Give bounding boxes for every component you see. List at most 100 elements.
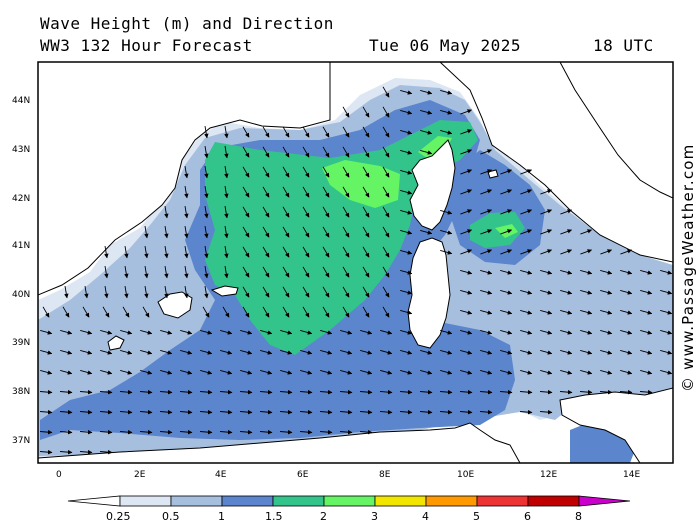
wave-direction-arrow	[282, 246, 290, 258]
longitude-axis: 0 2E 4E 6E 8E 10E 12E 14E	[56, 470, 640, 480]
wave-direction-arrow	[224, 126, 229, 139]
wave-direction-arrow	[362, 166, 370, 178]
wave-direction-arrow	[559, 389, 573, 395]
wave-direction-arrow	[340, 329, 353, 335]
wave-direction-arrow	[500, 209, 513, 215]
wave-direction-arrow	[620, 369, 633, 375]
wave-direction-arrow	[420, 89, 433, 95]
wave-direction-arrow	[60, 329, 73, 335]
lon-label: 12E	[540, 470, 557, 480]
wave-direction-arrow	[282, 226, 290, 238]
wave-direction-arrow	[259, 429, 273, 435]
wave-direction-arrow	[560, 249, 573, 255]
wave-direction-arrow	[380, 369, 393, 375]
wave-direction-arrow	[322, 206, 330, 218]
wave-direction-arrow	[460, 209, 473, 215]
wave-direction-arrow	[199, 409, 213, 415]
wave-direction-arrow	[220, 369, 233, 375]
wave-direction-arrow	[400, 109, 413, 115]
lat-label: 44N	[12, 96, 30, 106]
wave-direction-arrow	[139, 389, 153, 395]
colorbar-label: 8	[575, 510, 582, 523]
wave-direction-arrow	[620, 329, 633, 335]
colorbar-bin	[221, 495, 274, 507]
wave-direction-arrow	[619, 389, 633, 395]
wave-direction-arrow	[239, 429, 253, 435]
wave-direction-arrow	[359, 429, 373, 435]
wave-direction-arrow	[99, 429, 113, 435]
wave-direction-arrow	[262, 306, 270, 318]
wave-direction-arrow	[660, 349, 673, 355]
wave-direction-arrow	[180, 329, 193, 335]
wave-direction-arrow	[400, 249, 413, 255]
wave-direction-arrow	[302, 286, 310, 298]
wave-direction-arrow	[520, 349, 533, 355]
wave-direction-arrow	[200, 369, 213, 375]
wave-direction-arrow	[459, 389, 473, 395]
wave-direction-arrow	[480, 269, 493, 275]
wave-direction-arrow	[360, 369, 373, 375]
wave-direction-arrow	[180, 349, 193, 355]
wave-direction-arrow	[59, 449, 73, 455]
wave-direction-arrow	[262, 186, 270, 198]
wave-direction-arrow	[540, 189, 553, 195]
wave-direction-arrow	[400, 89, 413, 95]
wave-direction-arrow	[242, 206, 250, 218]
wave-direction-arrow	[660, 269, 673, 275]
wave-direction-arrow	[204, 266, 209, 279]
wave-direction-arrow	[322, 186, 330, 198]
wave-direction-arrow	[119, 389, 133, 395]
wave-direction-arrow	[180, 369, 193, 375]
wave-direction-arrow	[580, 309, 593, 315]
elba-island	[487, 169, 499, 179]
wave-band-2-3	[322, 160, 400, 208]
wave-direction-arrow	[460, 369, 473, 375]
wave-direction-arrow	[460, 189, 473, 195]
wave-direction-arrow	[520, 309, 533, 315]
wave-direction-arrow	[282, 186, 290, 198]
wave-direction-arrow	[104, 246, 109, 259]
wave-direction-arrow	[124, 286, 129, 299]
wave-direction-arrow	[480, 229, 493, 235]
latitude-axis: 44N 43N 42N 41N 40N 39N 38N 37N	[12, 96, 30, 446]
wave-direction-arrow	[202, 306, 210, 318]
wave-direction-arrow	[79, 449, 93, 455]
wave-direction-arrow	[520, 329, 533, 335]
wave-direction-arrow	[560, 349, 573, 355]
ibiza-island	[107, 335, 125, 351]
wave-direction-arrow	[82, 306, 90, 318]
wave-direction-arrow	[302, 126, 310, 138]
wave-direction-arrow	[600, 249, 613, 255]
wave-direction-arrow	[342, 286, 350, 298]
wave-direction-arrow	[540, 309, 553, 315]
wave-direction-arrow	[80, 349, 93, 355]
wave-direction-arrow	[600, 349, 613, 355]
wave-direction-arrow	[520, 369, 533, 375]
wave-direction-arrow	[439, 389, 453, 395]
wave-direction-arrow	[480, 369, 493, 375]
wave-direction-arrow	[139, 429, 153, 435]
wave-direction-arrow	[460, 289, 473, 295]
wave-direction-arrow	[262, 286, 270, 298]
wave-direction-arrow	[620, 289, 633, 295]
corsica-island	[409, 139, 456, 231]
wave-direction-arrow	[79, 429, 93, 435]
colorbar-bin	[425, 495, 478, 507]
wave-direction-arrow	[322, 126, 330, 138]
sardinia-island	[407, 237, 451, 349]
colorbar-label: 0.25	[106, 510, 131, 523]
lon-label: 14E	[623, 470, 640, 480]
wave-direction-arrow	[500, 309, 513, 315]
wave-direction-arrow	[540, 249, 553, 255]
wave-direction-arrow	[480, 149, 493, 155]
wave-direction-arrow	[319, 409, 333, 415]
wave-direction-arrow	[342, 106, 350, 118]
wave-direction-arrow	[140, 329, 153, 335]
wave-direction-arrow	[242, 266, 250, 278]
wave-direction-arrow	[99, 389, 113, 395]
wave-direction-arrow	[500, 249, 513, 255]
wave-direction-arrow	[220, 329, 233, 335]
colorbar-label: 1.5	[265, 510, 283, 523]
wave-direction-arrow	[460, 269, 473, 275]
wave-direction-arrow	[459, 409, 473, 415]
